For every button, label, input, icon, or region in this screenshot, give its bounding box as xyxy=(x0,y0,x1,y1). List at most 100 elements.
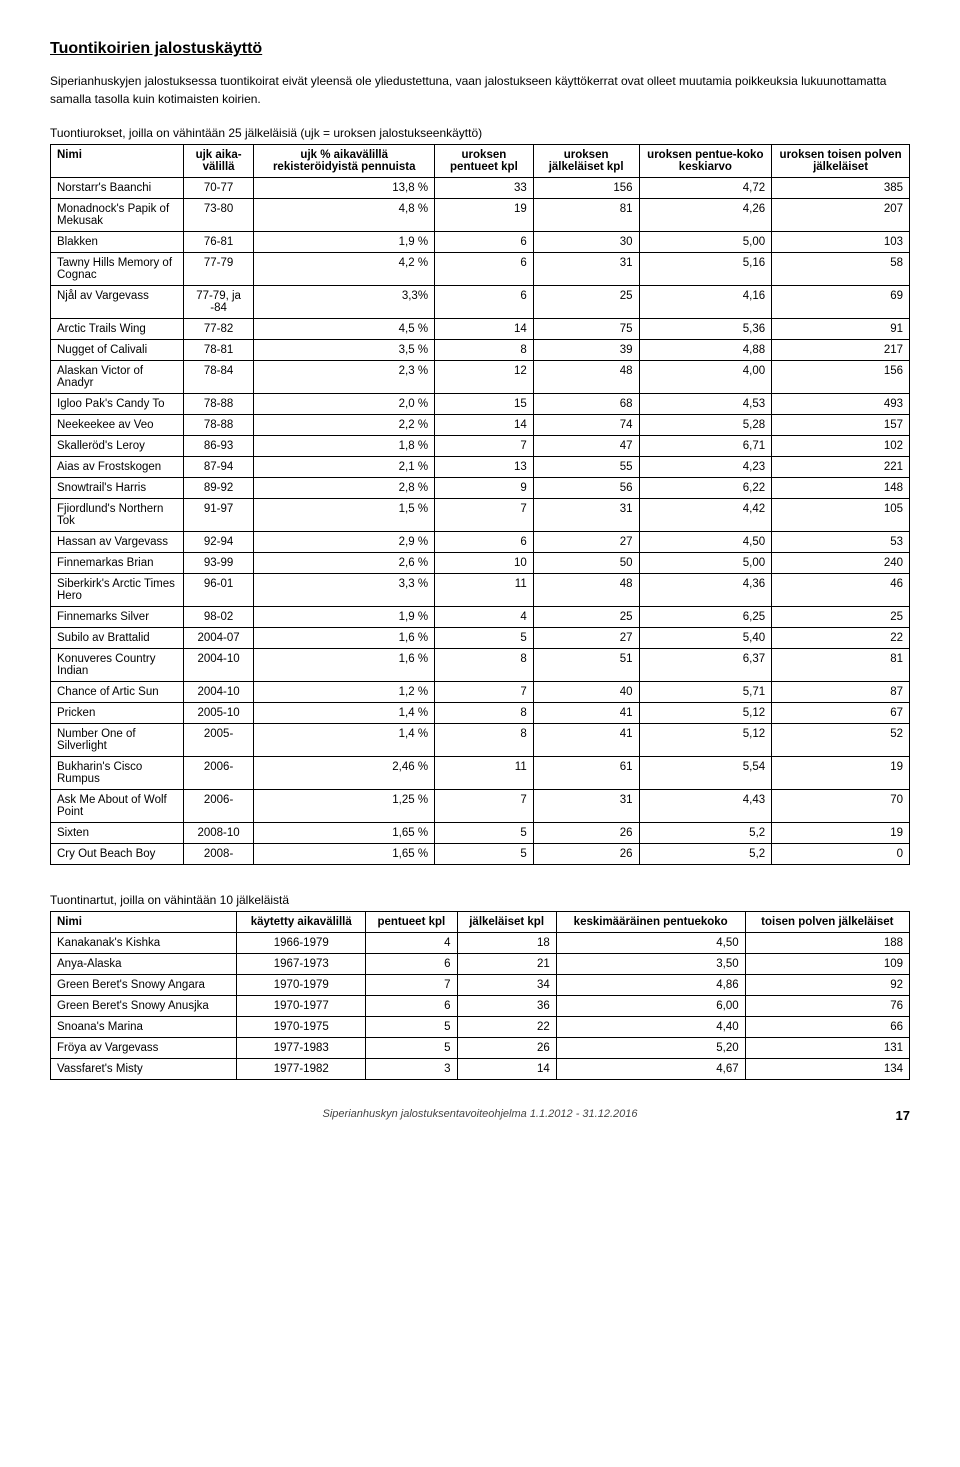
table-cell: Vassfaret's Misty xyxy=(51,1059,237,1080)
table-cell: 5,40 xyxy=(639,628,772,649)
table-cell: 36 xyxy=(457,996,556,1017)
table-cell: 5 xyxy=(366,1038,457,1059)
table-cell: Monadnock's Papik of Mekusak xyxy=(51,199,184,232)
table-cell: 4,72 xyxy=(639,178,772,199)
table-cell: Neekeekee av Veo xyxy=(51,415,184,436)
table-cell: 148 xyxy=(772,478,910,499)
table-cell: 50 xyxy=(533,553,639,574)
table-cell: 1,2 % xyxy=(254,682,435,703)
table-cell: Igloo Pak's Candy To xyxy=(51,394,184,415)
table-cell: 157 xyxy=(772,415,910,436)
table-cell: 4,86 xyxy=(556,975,745,996)
table-cell: 1967-1973 xyxy=(237,954,366,975)
table-cell: 27 xyxy=(533,628,639,649)
table-cell: Njål av Vargevass xyxy=(51,286,184,319)
table-cell: 5 xyxy=(366,1017,457,1038)
table-row: Green Beret's Snowy Angara1970-19797344,… xyxy=(51,975,910,996)
table-cell: 98-02 xyxy=(183,607,254,628)
table-cell: 5 xyxy=(435,628,534,649)
table-cell: 4 xyxy=(435,607,534,628)
table-row: Subilo av Brattalid2004-071,6 %5275,4022 xyxy=(51,628,910,649)
table-cell: 11 xyxy=(435,574,534,607)
table-cell: 2,6 % xyxy=(254,553,435,574)
table-cell: 1,4 % xyxy=(254,724,435,757)
table-cell: Number One of Silverlight xyxy=(51,724,184,757)
table-cell: 2008-10 xyxy=(183,823,254,844)
table-cell: 19 xyxy=(772,823,910,844)
table-cell: 31 xyxy=(533,790,639,823)
table-cell: 75 xyxy=(533,319,639,340)
table-row: Skalleröd's Leroy86-931,8 %7476,71102 xyxy=(51,436,910,457)
table-cell: 6,25 xyxy=(639,607,772,628)
table1-caption: Tuontiurokset, joilla on vähintään 25 jä… xyxy=(50,126,910,140)
table-row: Bukharin's Cisco Rumpus2006-2,46 %11615,… xyxy=(51,757,910,790)
table-cell: 156 xyxy=(772,361,910,394)
intro-paragraph: Siperianhuskyjen jalostuksessa tuontikoi… xyxy=(50,72,910,108)
table-cell: 188 xyxy=(745,933,909,954)
table-cell: 1,65 % xyxy=(254,844,435,865)
table-cell: 22 xyxy=(457,1017,556,1038)
table-cell: 47 xyxy=(533,436,639,457)
table-cell: 5 xyxy=(435,823,534,844)
table-cell: 5,16 xyxy=(639,253,772,286)
col-jalkelaiset: jälkeläiset kpl xyxy=(457,912,556,933)
table-cell: Siberkirk's Arctic Times Hero xyxy=(51,574,184,607)
col-jalkelaiset: uroksen jälkeläiset kpl xyxy=(533,145,639,178)
table-cell: 11 xyxy=(435,757,534,790)
table-cell: 96-01 xyxy=(183,574,254,607)
table-cell: 4,42 xyxy=(639,499,772,532)
table-row: Chance of Artic Sun2004-101,2 %7405,7187 xyxy=(51,682,910,703)
table-row: Snowtrail's Harris89-922,8 %9566,22148 xyxy=(51,478,910,499)
table-cell: Aias av Frostskogen xyxy=(51,457,184,478)
table-cell: 7 xyxy=(435,436,534,457)
table-cell: 134 xyxy=(745,1059,909,1080)
table-row: Tawny Hills Memory of Cognac77-794,2 %63… xyxy=(51,253,910,286)
table-cell: 31 xyxy=(533,253,639,286)
table-cell: 51 xyxy=(533,649,639,682)
table-row: Number One of Silverlight2005-1,4 %8415,… xyxy=(51,724,910,757)
table-cell: 217 xyxy=(772,340,910,361)
table-cell: 4,88 xyxy=(639,340,772,361)
table-cell: 77-79, ja -84 xyxy=(183,286,254,319)
table-cell: 14 xyxy=(457,1059,556,1080)
table-cell: 52 xyxy=(772,724,910,757)
table-cell: 34 xyxy=(457,975,556,996)
table-cell: 25 xyxy=(533,286,639,319)
table-cell: 53 xyxy=(772,532,910,553)
table-cell: 1970-1975 xyxy=(237,1017,366,1038)
table-cell: 30 xyxy=(533,232,639,253)
table-cell: 1,25 % xyxy=(254,790,435,823)
col-keskim: keskimääräinen pentuekoko xyxy=(556,912,745,933)
table-cell: 8 xyxy=(435,724,534,757)
col-toisen-polven: toisen polven jälkeläiset xyxy=(745,912,909,933)
table-cell: Alaskan Victor of Anadyr xyxy=(51,361,184,394)
table-cell: 4,2 % xyxy=(254,253,435,286)
table-cell: 39 xyxy=(533,340,639,361)
table-cell: 2004-07 xyxy=(183,628,254,649)
col-ujk-pct: ujk % aikavälillä rekisteröidyistä pennu… xyxy=(254,145,435,178)
table2-caption: Tuontinartut, joilla on vähintään 10 jäl… xyxy=(50,893,910,907)
table-cell: 41 xyxy=(533,703,639,724)
table-cell: 12 xyxy=(435,361,534,394)
table-cell: 6,71 xyxy=(639,436,772,457)
table-cell: 493 xyxy=(772,394,910,415)
table-cell: 4,00 xyxy=(639,361,772,394)
table-cell: 68 xyxy=(533,394,639,415)
table-cell: 81 xyxy=(533,199,639,232)
table-cell: Finnemarkas Brian xyxy=(51,553,184,574)
table-cell: Arctic Trails Wing xyxy=(51,319,184,340)
table-cell: 2006- xyxy=(183,757,254,790)
table-cell: 4,23 xyxy=(639,457,772,478)
table-cell: 4,53 xyxy=(639,394,772,415)
table-row: Fjiordlund's Northern Tok91-971,5 %7314,… xyxy=(51,499,910,532)
table-cell: 1,5 % xyxy=(254,499,435,532)
table-row: Hassan av Vargevass92-942,9 %6274,5053 xyxy=(51,532,910,553)
table-cell: 4,67 xyxy=(556,1059,745,1080)
table-cell: 0 xyxy=(772,844,910,865)
table-cell: 1,8 % xyxy=(254,436,435,457)
table-cell: 2008- xyxy=(183,844,254,865)
table-cell: 91 xyxy=(772,319,910,340)
table-cell: 221 xyxy=(772,457,910,478)
table-cell: 8 xyxy=(435,703,534,724)
table-row: Arctic Trails Wing77-824,5 %14755,3691 xyxy=(51,319,910,340)
